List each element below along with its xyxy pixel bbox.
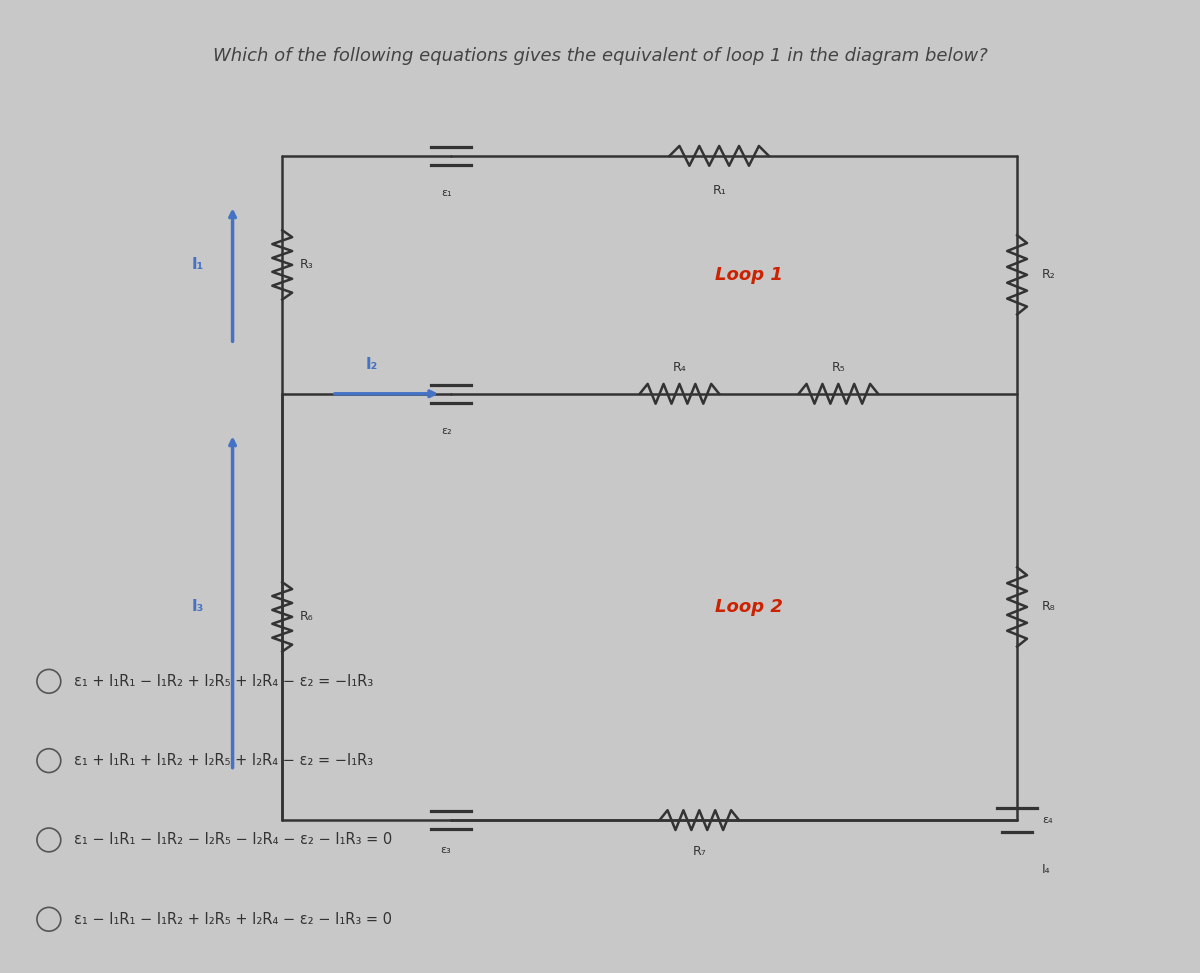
Text: ε₃: ε₃: [440, 845, 451, 855]
Text: ε₁ − I₁R₁ − I₁R₂ + I₂R₅ + I₂R₄ − ε₂ − I₁R₃ = 0: ε₁ − I₁R₁ − I₁R₂ + I₂R₅ + I₂R₄ − ε₂ − I₁…: [73, 912, 391, 926]
Text: R₁: R₁: [713, 184, 726, 197]
Text: I₄: I₄: [1042, 863, 1050, 877]
Text: R₂: R₂: [1042, 269, 1056, 281]
Text: ε₂: ε₂: [440, 425, 451, 436]
Text: ε₁ + I₁R₁ + I₁R₂ + I₂R₅ + I₂R₄ − ε₂ = −I₁R₃: ε₁ + I₁R₁ + I₁R₂ + I₂R₅ + I₂R₄ − ε₂ = −I…: [73, 753, 373, 768]
Text: R₇: R₇: [692, 845, 706, 858]
Text: R₅: R₅: [832, 361, 845, 374]
Text: Loop 1: Loop 1: [715, 266, 782, 284]
Text: ε₁ − I₁R₁ − I₁R₂ − I₂R₅ − I₂R₄ − ε₂ − I₁R₃ = 0: ε₁ − I₁R₁ − I₁R₂ − I₂R₅ − I₂R₄ − ε₂ − I₁…: [73, 833, 392, 847]
Text: I₁: I₁: [192, 258, 204, 272]
Text: ε₁: ε₁: [440, 188, 451, 198]
Text: ε₁ + I₁R₁ − I₁R₂ + I₂R₅ + I₂R₄ − ε₂ = −I₁R₃: ε₁ + I₁R₁ − I₁R₂ + I₂R₅ + I₂R₄ − ε₂ = −I…: [73, 674, 373, 689]
Text: R₃: R₃: [300, 259, 314, 271]
Text: I₂: I₂: [366, 357, 378, 372]
Text: R₈: R₈: [1042, 600, 1056, 613]
Text: R₆: R₆: [300, 610, 313, 624]
Text: R₄: R₄: [672, 361, 686, 374]
Text: I₃: I₃: [192, 599, 204, 615]
Text: ε₄: ε₄: [1042, 815, 1052, 825]
Text: Loop 2: Loop 2: [715, 598, 782, 616]
Text: Which of the following equations gives the equivalent of loop 1 in the diagram b: Which of the following equations gives t…: [212, 47, 988, 65]
